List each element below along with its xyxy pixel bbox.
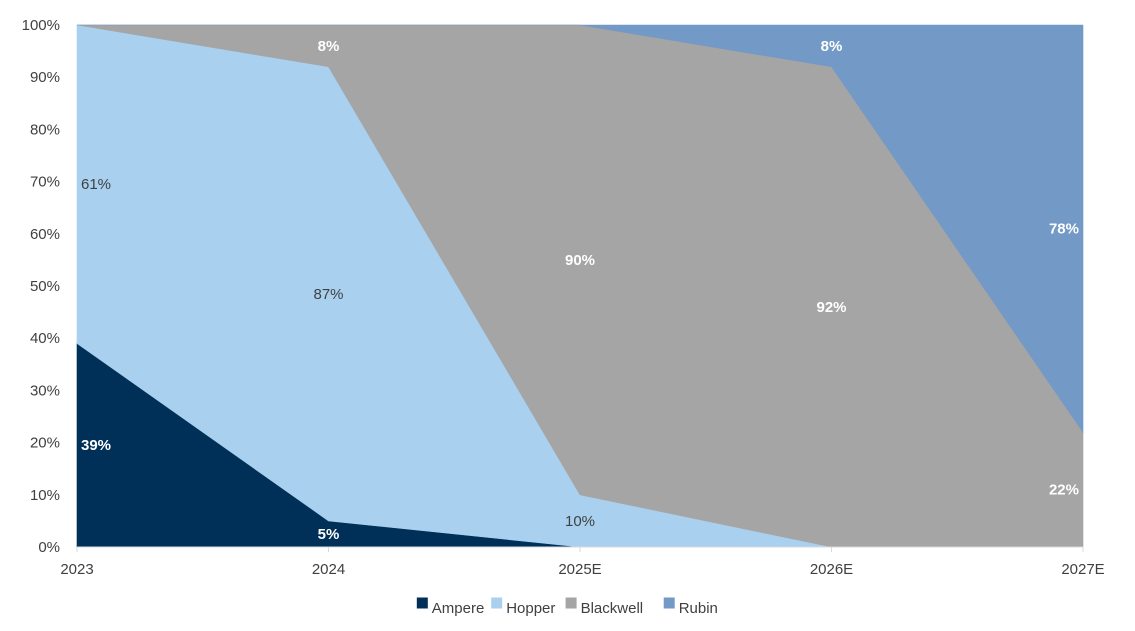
axis-layer: 0% 10% 20% 30% 40% 50% 60% 70% 80% 90% 100% 2023 202… <box>22 17 1105 578</box>
y-tick-label: 20% <box>30 435 60 452</box>
y-tick-label: 30% <box>30 382 60 399</box>
legend-swatch <box>491 597 503 609</box>
x-tick-label: 2026E <box>810 561 853 578</box>
data-label-blackwell: 8% <box>318 38 340 55</box>
legend-label: Blackwell <box>581 600 644 617</box>
data-label-rubin: 78% <box>1049 221 1079 238</box>
y-tick-label: 90% <box>30 69 60 86</box>
legend-label: Hopper <box>506 600 555 617</box>
data-label-rubin: 8% <box>821 38 843 55</box>
y-tick-label: 70% <box>30 174 60 191</box>
y-tick-label: 0% <box>38 539 60 556</box>
data-label-hopper: 87% <box>313 286 343 303</box>
legend-item-blackwell: Blackwell <box>565 597 644 617</box>
data-label-blackwell: 22% <box>1049 482 1079 499</box>
x-tick-label: 2025E <box>558 561 601 578</box>
data-label-ampere: 5% <box>318 526 340 543</box>
data-label-layer: 39% 5% 61% 87% 10% 8% 90% 92% 22% 8% 78% <box>81 38 1079 543</box>
x-tick-label: 2024 <box>312 561 345 578</box>
data-label-hopper: 10% <box>565 513 595 530</box>
area-rubin <box>77 24 1084 434</box>
data-label-blackwell: 92% <box>816 299 846 316</box>
y-tick-label: 80% <box>30 121 60 138</box>
area-layer <box>76 24 1084 548</box>
y-tick-label: 50% <box>30 278 60 295</box>
y-tick-label: 40% <box>30 330 60 347</box>
legend-swatch <box>663 597 675 609</box>
legend: Ampere Hopper Blackwell Rubin <box>416 597 718 617</box>
x-tick-label: 2027E <box>1061 561 1104 578</box>
x-tick-label: 2023 <box>60 561 93 578</box>
data-label-blackwell: 90% <box>565 252 595 269</box>
legend-item-hopper: Hopper <box>491 597 555 617</box>
legend-swatch <box>416 597 428 609</box>
legend-label: Ampere <box>432 600 485 617</box>
data-label-ampere: 39% <box>81 437 111 454</box>
data-label-hopper: 61% <box>81 176 111 193</box>
legend-item-ampere: Ampere <box>416 597 485 617</box>
y-tick-label: 60% <box>30 226 60 243</box>
legend-label: Rubin <box>679 600 718 617</box>
legend-item-rubin: Rubin <box>663 597 718 617</box>
y-tick-label: 100% <box>22 17 60 34</box>
legend-swatch <box>565 597 577 609</box>
y-tick-label: 10% <box>30 487 60 504</box>
